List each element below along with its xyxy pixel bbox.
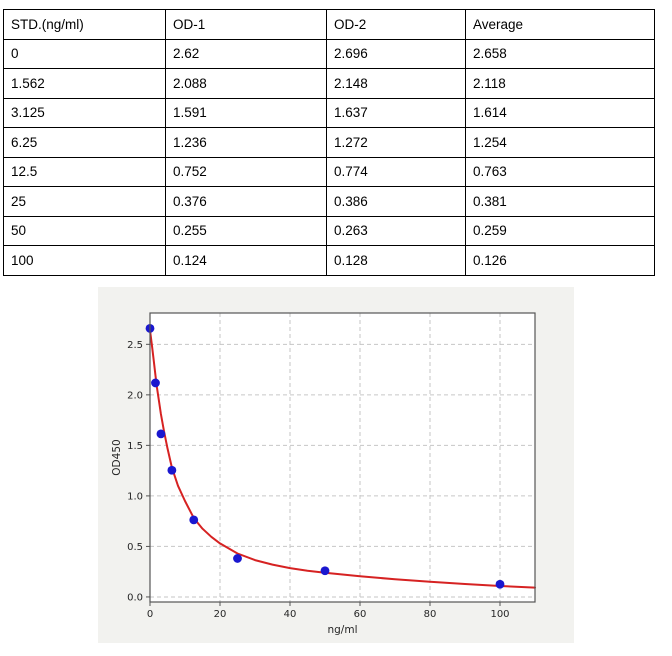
table-cell: 50 bbox=[3, 215, 166, 246]
table-row: 100 0.124 0.128 0.126 bbox=[3, 245, 655, 276]
table-row: 3.125 1.591 1.637 1.614 bbox=[3, 97, 655, 128]
table-cell: 1.614 bbox=[465, 97, 655, 128]
x-tick-label: 40 bbox=[284, 609, 297, 620]
column-header: STD.(ng/ml) bbox=[3, 9, 166, 40]
standard-curve-figure: 0 20 40 60 80 100 0.0 0.5 1.0 1.5 2.0 2.5 ng/ml OD450 bbox=[98, 287, 574, 643]
table-cell: 1.562 bbox=[3, 68, 166, 99]
table-cell: 12.5 bbox=[3, 156, 166, 187]
table-cell: 0.255 bbox=[165, 215, 327, 246]
table-cell: 2.696 bbox=[326, 38, 466, 69]
column-header: OD-1 bbox=[165, 9, 327, 40]
data-point bbox=[233, 554, 242, 563]
table-cell: 1.637 bbox=[326, 97, 466, 128]
column-header: OD-2 bbox=[326, 9, 466, 40]
standards-table: STD.(ng/ml) OD-1 OD-2 Average 0 2.62 2.696 2.6… bbox=[3, 9, 655, 276]
table-cell: 1.236 bbox=[165, 127, 327, 158]
table-cell: 0.386 bbox=[326, 186, 466, 217]
x-tick-label: 0 bbox=[147, 609, 153, 620]
data-point bbox=[156, 429, 166, 439]
y-tick-label: 1.5 bbox=[127, 441, 143, 452]
table-cell: 25 bbox=[3, 186, 166, 217]
table-cell: 2.088 bbox=[165, 68, 327, 99]
table-cell: 0.763 bbox=[465, 156, 655, 187]
table-cell: 1.591 bbox=[165, 97, 327, 128]
table-cell: 0.774 bbox=[326, 156, 466, 187]
table-cell: 3.125 bbox=[3, 97, 166, 128]
fit-curve bbox=[149, 329, 536, 589]
data-point bbox=[189, 515, 199, 525]
y-axis-label: OD450 bbox=[111, 439, 123, 475]
table-cell: 1.272 bbox=[326, 127, 466, 158]
plot-area bbox=[150, 313, 535, 602]
x-tick-label: 20 bbox=[214, 609, 227, 620]
table-cell: 0.259 bbox=[465, 215, 655, 246]
table-row: 0 2.62 2.696 2.658 bbox=[3, 38, 655, 69]
standard-curve-chart: 0 20 40 60 80 100 0.0 0.5 1.0 1.5 2.0 2.5 ng/ml OD450 bbox=[98, 287, 574, 643]
y-tick-label: 0.0 bbox=[127, 592, 143, 603]
column-header: Average bbox=[465, 9, 655, 40]
table-header-row: STD.(ng/ml) OD-1 OD-2 Average bbox=[3, 9, 655, 40]
y-tick-label: 1.0 bbox=[127, 491, 143, 502]
x-tick-label: 100 bbox=[490, 609, 509, 620]
table-row: 50 0.255 0.263 0.259 bbox=[3, 215, 655, 246]
y-tick-label: 2.0 bbox=[127, 390, 143, 401]
y-tick-label: 2.5 bbox=[127, 340, 143, 351]
table-row: 6.25 1.236 1.272 1.254 bbox=[3, 127, 655, 158]
table-cell: 0.376 bbox=[165, 186, 327, 217]
y-tick-label: 0.5 bbox=[127, 542, 143, 553]
data-point bbox=[495, 579, 505, 589]
table-cell: 0.124 bbox=[165, 245, 327, 276]
table-row: 1.562 2.088 2.148 2.118 bbox=[3, 68, 655, 99]
x-axis-label: ng/ml bbox=[327, 624, 357, 636]
table-cell: 100 bbox=[3, 245, 166, 276]
table-cell: 0.263 bbox=[326, 215, 466, 246]
table-cell: 2.62 bbox=[165, 38, 327, 69]
table-row: 12.5 0.752 0.774 0.763 bbox=[3, 156, 655, 187]
data-point bbox=[151, 378, 160, 388]
data-point bbox=[320, 566, 330, 576]
x-tick-label: 80 bbox=[424, 609, 437, 620]
data-point bbox=[167, 465, 177, 475]
table-cell: 0.126 bbox=[465, 245, 655, 276]
table-cell: 0.381 bbox=[465, 186, 655, 217]
table-cell: 6.25 bbox=[3, 127, 166, 158]
table-cell: 2.118 bbox=[465, 68, 655, 99]
table-cell: 2.658 bbox=[465, 38, 655, 69]
table-cell: 0.752 bbox=[165, 156, 327, 187]
table-cell: 1.254 bbox=[465, 127, 655, 158]
table-cell: 2.148 bbox=[326, 68, 466, 99]
table-cell: 0.128 bbox=[326, 245, 466, 276]
table-cell: 0 bbox=[3, 38, 166, 69]
table-row: 25 0.376 0.386 0.381 bbox=[3, 186, 655, 217]
x-tick-label: 60 bbox=[354, 609, 367, 620]
plot-border bbox=[149, 312, 536, 603]
